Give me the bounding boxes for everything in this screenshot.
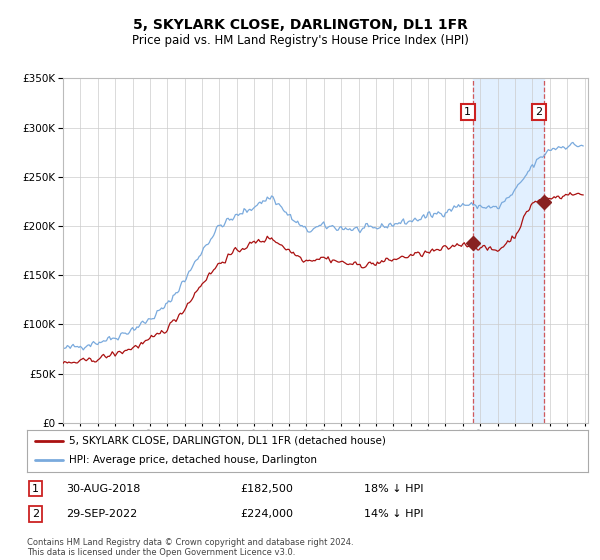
Text: 14% ↓ HPI: 14% ↓ HPI xyxy=(364,509,423,519)
Text: 1: 1 xyxy=(464,107,471,117)
Text: Contains HM Land Registry data © Crown copyright and database right 2024.
This d: Contains HM Land Registry data © Crown c… xyxy=(27,538,353,557)
Text: 5, SKYLARK CLOSE, DARLINGTON, DL1 1FR: 5, SKYLARK CLOSE, DARLINGTON, DL1 1FR xyxy=(133,18,467,32)
Text: 5, SKYLARK CLOSE, DARLINGTON, DL1 1FR (detached house): 5, SKYLARK CLOSE, DARLINGTON, DL1 1FR (d… xyxy=(69,436,386,446)
Text: 18% ↓ HPI: 18% ↓ HPI xyxy=(364,484,423,494)
Text: Price paid vs. HM Land Registry's House Price Index (HPI): Price paid vs. HM Land Registry's House … xyxy=(131,34,469,47)
Text: HPI: Average price, detached house, Darlington: HPI: Average price, detached house, Darl… xyxy=(69,455,317,465)
Bar xyxy=(473,78,544,423)
Text: 29-SEP-2022: 29-SEP-2022 xyxy=(66,509,137,519)
Text: 2: 2 xyxy=(535,107,542,117)
Text: 30-AUG-2018: 30-AUG-2018 xyxy=(66,484,140,494)
Text: £224,000: £224,000 xyxy=(240,509,293,519)
Text: 2: 2 xyxy=(32,509,39,519)
Text: £182,500: £182,500 xyxy=(240,484,293,494)
Text: 1: 1 xyxy=(32,484,39,494)
